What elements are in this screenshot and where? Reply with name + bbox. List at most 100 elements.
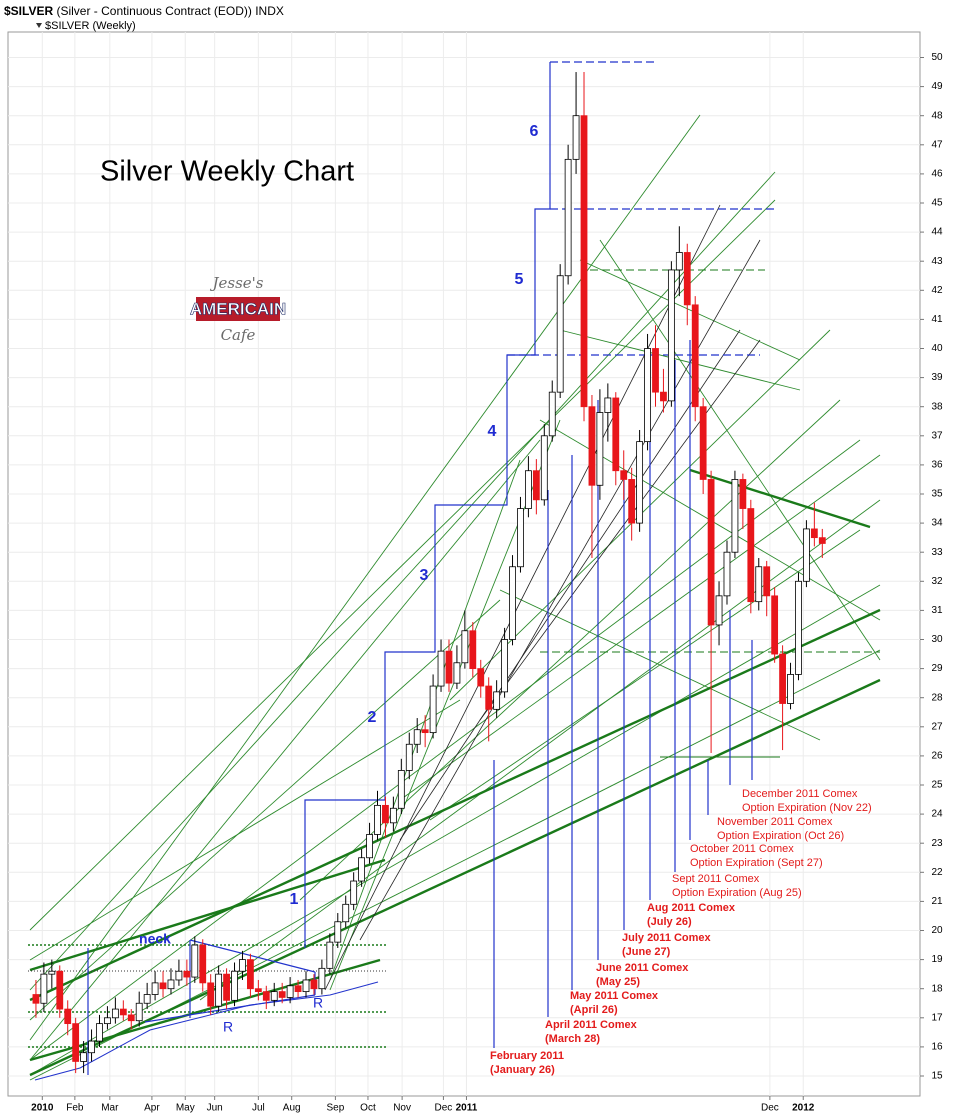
trendline	[599, 239, 881, 661]
y-tick-label: 28	[931, 692, 943, 703]
candle-body	[374, 804, 381, 835]
y-tick-label: 27	[931, 721, 943, 732]
candle-body	[191, 944, 199, 978]
annotation: (April 26)	[570, 1004, 618, 1016]
wave-step	[304, 62, 551, 948]
candle-body	[747, 508, 755, 603]
candle-body	[683, 252, 691, 306]
candle-body	[715, 595, 723, 626]
candle-body	[326, 941, 334, 969]
candle-body	[644, 348, 651, 443]
trendline	[399, 454, 881, 801]
candle-body	[437, 650, 445, 687]
y-tick-label: 35	[931, 489, 943, 500]
candle-body	[64, 1008, 72, 1025]
y-tick-label: 38	[931, 401, 943, 412]
candle-body	[723, 551, 731, 597]
candle-body	[517, 508, 524, 568]
candle-body	[787, 674, 794, 704]
x-tick-label: Nov	[393, 1103, 411, 1114]
candle-body	[564, 158, 572, 277]
candle-body	[779, 653, 786, 704]
x-tick-label: Feb	[66, 1103, 84, 1114]
candle-body	[445, 650, 453, 684]
candle-body	[397, 770, 405, 809]
trendline	[324, 204, 721, 991]
y-tick-label: 31	[931, 605, 943, 616]
y-tick-label: 23	[931, 838, 943, 849]
candle-body	[262, 991, 270, 1001]
trendline	[29, 858, 386, 972]
candle-body	[596, 412, 604, 486]
candle-body	[818, 537, 826, 544]
logo-band	[196, 297, 280, 321]
x-tick-label: Apr	[144, 1103, 160, 1114]
candle-body	[56, 970, 64, 1010]
candle-body	[278, 991, 286, 998]
candle-body	[572, 115, 580, 160]
logo-top: Jesse's	[210, 274, 264, 292]
candle-body	[358, 857, 366, 882]
wave-steps	[87, 61, 775, 1075]
candle-body	[350, 880, 358, 905]
candle-body	[88, 1040, 95, 1054]
candle-body	[429, 685, 437, 734]
candle-body	[548, 391, 556, 437]
y-tick-label: 19	[931, 954, 943, 965]
y-tick-label: 26	[931, 751, 943, 762]
y-tick-label: 36	[931, 460, 943, 471]
annotation: Option Expiration (Nov 22)	[742, 802, 872, 814]
x-tick-label: Oct	[360, 1103, 376, 1114]
candle-body	[151, 982, 159, 995]
trendline	[29, 439, 541, 1061]
x-tick-label: Dec	[761, 1103, 779, 1114]
y-tick-label: 47	[931, 139, 943, 150]
y-tick-label: 45	[931, 198, 943, 209]
annotation: June 2011 Comex	[596, 962, 689, 974]
y-tick-label: 32	[931, 576, 943, 587]
logo: Jesse's AMERICAIN Cafe	[190, 274, 287, 344]
candle-body	[540, 435, 548, 501]
candle-body	[771, 595, 779, 655]
candle-body	[636, 441, 644, 524]
annotation: Option Expiration (Sept 27)	[690, 857, 823, 869]
candle-body	[334, 921, 342, 943]
legend-icon	[36, 23, 42, 28]
header: $SILVER (Silver - Continuous Contract (E…	[4, 4, 284, 18]
y-tick-label: 20	[931, 925, 943, 936]
annotation: April 2011 Comex	[545, 1019, 638, 1031]
candle-body	[532, 470, 540, 501]
wave-label: 6	[530, 123, 539, 140]
candle-body	[501, 639, 508, 693]
wave-label: 3	[420, 567, 429, 584]
candle-body	[286, 985, 294, 998]
candle-body	[652, 348, 659, 393]
candle-body	[556, 275, 564, 393]
candle-body	[731, 479, 739, 553]
candle-body	[628, 479, 636, 524]
candle-body	[135, 1002, 143, 1022]
candle-body	[175, 970, 183, 981]
candle-body	[40, 973, 48, 1004]
y-tick-label: 34	[931, 518, 943, 529]
y-tick-label: 15	[931, 1071, 943, 1082]
annotation: (March 28)	[545, 1033, 600, 1045]
y-tick-label: 22	[931, 867, 943, 878]
trendline	[399, 329, 741, 841]
y-tick-label: 24	[931, 809, 943, 820]
candle-body	[231, 970, 238, 1001]
x-tick-label: 2012	[792, 1103, 815, 1114]
candle-body	[707, 479, 715, 626]
annotation: Option Expiration (Aug 25)	[672, 887, 802, 899]
candle-body	[493, 691, 501, 710]
candle-body	[691, 304, 699, 408]
y-tick-label: 18	[931, 983, 943, 994]
y-tick-label: 42	[931, 285, 943, 296]
candle-body	[739, 479, 747, 509]
candle-body	[318, 967, 326, 990]
y-tick-label: 16	[931, 1042, 943, 1053]
y-tick-label: 21	[931, 896, 943, 907]
annotation: (June 27)	[622, 946, 671, 958]
annotation: Sept 2011 Comex	[672, 873, 760, 885]
